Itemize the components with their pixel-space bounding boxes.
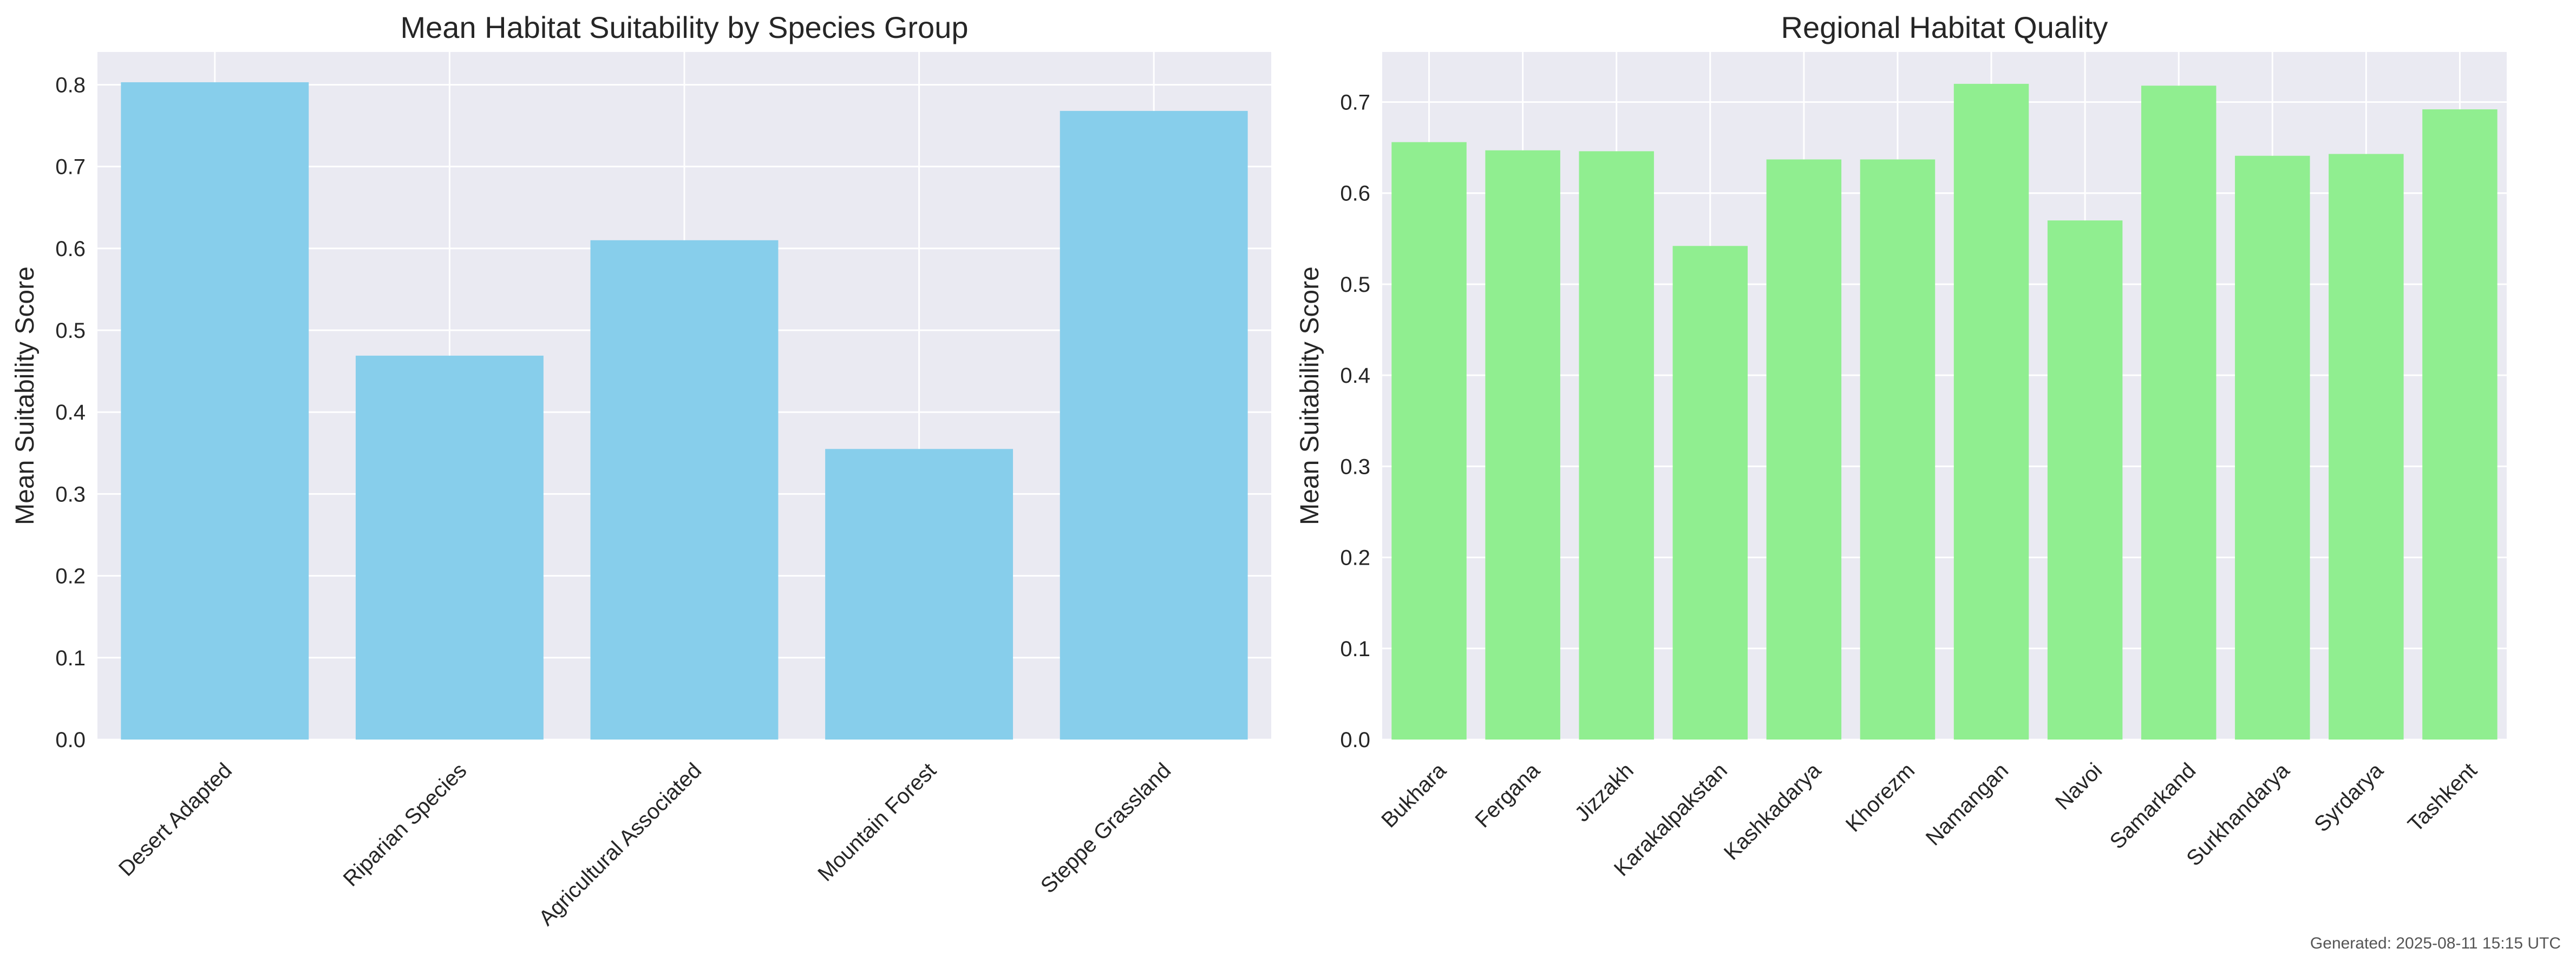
region-ylabel: Mean Suitability Score: [1296, 266, 1324, 525]
species-title: Mean Habitat Suitability by Species Grou…: [401, 10, 969, 44]
region-bar-bukhara: [1391, 142, 1467, 740]
region-ytick-label: 0.4: [1340, 364, 1370, 388]
region-ytick-label: 0.1: [1340, 637, 1370, 661]
region-xtick-label: Khorezm: [1841, 758, 1919, 836]
region-ytick-label: 0.6: [1340, 182, 1370, 206]
chart-regional-quality: 0.0 0.1 0.2 0.3 0.4 0.5 0.6 0.7 Bukhara Fergana Ji…: [1296, 10, 2507, 881]
species-ytick-label: 0.2: [55, 565, 86, 588]
species-bar-desert-adapted: [121, 82, 309, 740]
region-plot-area: [1382, 52, 2507, 740]
species-xtick-label: Desert Adapted: [114, 758, 237, 881]
species-bar-riparian-species: [355, 355, 544, 740]
species-xtick-label: Agricultural Associated: [534, 758, 706, 930]
region-xtick-label: Syrdarya: [2310, 758, 2388, 837]
region-ytick-label: 0.3: [1340, 455, 1370, 479]
species-xtick-label: Mountain Forest: [813, 758, 940, 886]
region-xtick-label: Tashkent: [2403, 758, 2481, 836]
region-ytick-label: 0.5: [1340, 273, 1370, 297]
region-bar-kashkadarya: [1766, 159, 1842, 740]
region-xtick-label: Kashkadarya: [1719, 758, 1826, 865]
region-bar-karakalpakstan: [1672, 246, 1748, 740]
region-bar-khorezm: [1860, 159, 1936, 740]
region-xtick-label: Jizzakh: [1570, 758, 1638, 826]
species-ytick-label: 0.5: [55, 319, 86, 343]
species-ytick-label: 0.0: [55, 728, 86, 752]
region-bar-samarkand: [2141, 86, 2217, 740]
region-bar-tashkent: [2422, 109, 2497, 740]
region-bar-jizzakh: [1579, 151, 1654, 740]
region-xtick-label: Navoi: [2051, 758, 2107, 814]
region-bar-fergana: [1485, 150, 1560, 740]
chart-species-group: 0.0 0.1 0.2 0.3 0.4 0.5 0.6 0.7 0.8 Desert Adapte…: [11, 10, 1271, 930]
region-xtick-label: Fergana: [1470, 758, 1545, 833]
region-bar-syrdarya: [2329, 154, 2404, 740]
species-bar-agricultural-associated: [590, 240, 779, 740]
region-xtick-label: Samarkand: [2106, 758, 2201, 854]
species-bar-mountain-forest: [825, 449, 1014, 740]
region-ytick-label: 0.2: [1340, 546, 1370, 570]
species-ytick-label: 0.6: [55, 237, 86, 261]
region-bar-surkhandarya: [2235, 155, 2310, 740]
species-bar-steppe-grassland: [1060, 110, 1248, 740]
region-title: Regional Habitat Quality: [1781, 10, 2108, 44]
region-bar-namangan: [1953, 83, 2029, 740]
region-ytick-label: 0.7: [1340, 91, 1370, 115]
species-xtick-label: Steppe Grassland: [1036, 758, 1176, 898]
region-ytick-label: 0.0: [1340, 728, 1370, 752]
species-ytick-label: 0.8: [55, 73, 86, 97]
species-xtick-label: Riparian Species: [339, 758, 472, 891]
species-ylabel: Mean Suitability Score: [11, 266, 40, 525]
species-ytick-label: 0.3: [55, 482, 86, 506]
species-ytick-label: 0.1: [55, 646, 86, 670]
region-xtick-label: Bukhara: [1377, 758, 1451, 833]
species-ytick-label: 0.7: [55, 155, 86, 179]
species-ytick-label: 0.4: [55, 401, 86, 424]
region-bar-navoi: [2047, 220, 2123, 740]
generated-timestamp: Generated: 2025-08-11 15:15 UTC: [2310, 934, 2561, 952]
region-xtick-label: Namangan: [1921, 758, 2013, 850]
